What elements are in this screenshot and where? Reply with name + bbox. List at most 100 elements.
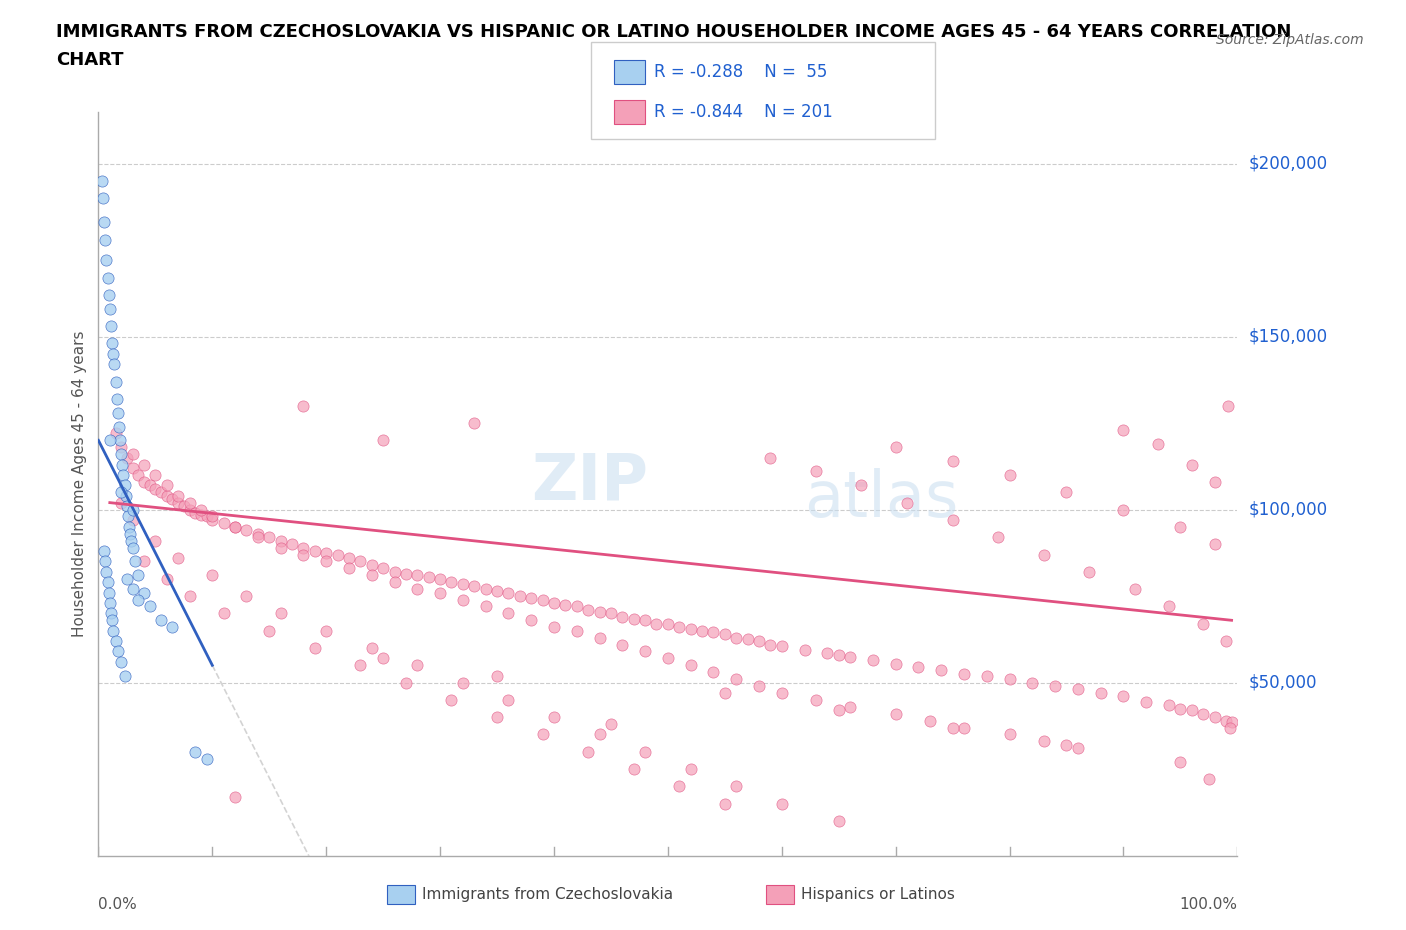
Point: [565, 599, 588, 614]
Point: [235, 589, 257, 604]
Point: [114, 488, 136, 503]
Point: [1112, 689, 1135, 704]
Point: [281, 537, 304, 551]
Text: R = -0.288    N =  55: R = -0.288 N = 55: [654, 62, 827, 81]
Point: [91, 191, 114, 206]
Point: [96, 253, 118, 268]
Point: [998, 671, 1021, 686]
Point: [304, 544, 326, 559]
Point: [1067, 682, 1090, 697]
Point: [851, 478, 873, 493]
Point: [1021, 675, 1043, 690]
Point: [1032, 547, 1054, 562]
Point: [124, 554, 146, 569]
Point: [748, 679, 770, 694]
Point: [110, 440, 132, 455]
Point: [612, 637, 634, 652]
Point: [804, 693, 827, 708]
Point: [942, 454, 965, 469]
Point: [114, 669, 136, 684]
Point: [360, 557, 382, 572]
Point: [315, 623, 337, 638]
Point: [127, 592, 149, 607]
Point: [714, 685, 737, 700]
Point: [725, 671, 748, 686]
Point: [384, 575, 406, 590]
Point: [145, 533, 167, 548]
Point: [162, 492, 184, 507]
Point: [97, 287, 120, 302]
Point: [115, 450, 138, 465]
Point: [554, 597, 576, 612]
Point: [987, 530, 1010, 545]
Point: [804, 464, 827, 479]
Point: [418, 569, 440, 584]
Point: [486, 583, 509, 598]
Point: [195, 509, 218, 524]
Point: [90, 173, 112, 188]
Point: [110, 485, 132, 499]
Point: [96, 271, 118, 286]
Point: [474, 581, 496, 596]
Text: 100.0%: 100.0%: [1180, 897, 1237, 912]
Point: [679, 658, 702, 672]
Point: [520, 591, 543, 605]
Point: [942, 720, 965, 735]
Point: [998, 727, 1021, 742]
Point: [100, 606, 122, 621]
Point: [463, 578, 485, 593]
Point: [828, 703, 851, 718]
Point: [121, 540, 143, 555]
Point: [315, 554, 337, 569]
Point: [371, 651, 394, 666]
Point: [668, 779, 690, 794]
Point: [93, 544, 115, 559]
Point: [110, 495, 132, 510]
Point: [657, 651, 679, 666]
Point: [121, 581, 143, 596]
Point: [679, 762, 702, 777]
Text: $50,000: $50,000: [1249, 673, 1317, 692]
Point: [97, 585, 120, 600]
Point: [759, 637, 782, 652]
Point: [714, 627, 737, 642]
Point: [127, 468, 149, 483]
Point: [360, 641, 382, 656]
Point: [509, 589, 531, 604]
Point: [259, 623, 281, 638]
Point: [371, 432, 394, 447]
Point: [107, 405, 129, 420]
Point: [98, 595, 121, 610]
Point: [679, 621, 702, 636]
Point: [103, 357, 125, 372]
Point: [918, 713, 941, 728]
Point: [212, 516, 235, 531]
Point: [349, 554, 371, 569]
Point: [150, 613, 173, 628]
Point: [576, 603, 599, 618]
Point: [1146, 436, 1168, 451]
Point: [96, 565, 118, 579]
Point: [201, 512, 224, 527]
Point: [132, 554, 155, 569]
Point: [793, 643, 815, 658]
Point: [702, 665, 724, 680]
Point: [121, 446, 143, 461]
Point: [1043, 679, 1066, 694]
Point: [588, 631, 610, 645]
Point: [929, 663, 952, 678]
Point: [138, 478, 160, 493]
Point: [1204, 537, 1226, 551]
Point: [93, 215, 115, 230]
Point: [976, 669, 998, 684]
Point: [167, 495, 190, 510]
Point: [737, 631, 759, 646]
Point: [623, 762, 645, 777]
Point: [1056, 485, 1078, 499]
Point: [543, 619, 565, 634]
Point: [179, 495, 201, 510]
Point: [884, 440, 907, 455]
Point: [406, 581, 429, 596]
Point: [884, 706, 907, 721]
Text: $200,000: $200,000: [1249, 154, 1327, 172]
